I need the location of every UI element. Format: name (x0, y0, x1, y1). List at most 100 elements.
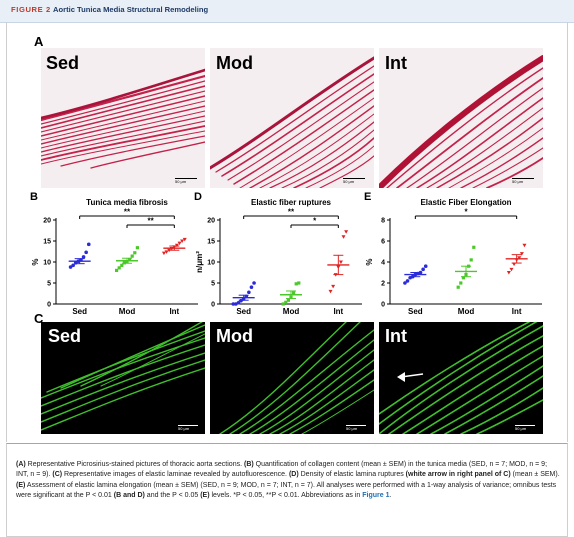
fluorescence-image-sed (41, 322, 205, 434)
data-point (115, 268, 119, 272)
data-point (81, 255, 86, 259)
data-point (403, 281, 407, 285)
scale-bar-text: 50 μm (175, 179, 187, 184)
y-axis-label: % (31, 258, 40, 265)
data-point (344, 230, 349, 234)
data-point (456, 285, 460, 289)
x-tick-label: Mod (283, 307, 300, 316)
data-point (117, 266, 121, 270)
y-tick-label: 0 (381, 302, 385, 309)
data-point (421, 267, 425, 272)
chart-title: Elastic Fiber Elongation (420, 198, 511, 207)
scale-bar-text: 50 μm (515, 426, 527, 431)
data-point (167, 248, 172, 253)
data-point (174, 243, 179, 248)
data-point (161, 251, 166, 256)
scale-bar-mod: 50 μm (343, 178, 365, 184)
data-point (461, 276, 465, 280)
data-point (180, 239, 185, 243)
data-point (517, 256, 522, 260)
chart-elastic-fiber-elongation: E Elastic Fiber Elongation 0 2 4 6 8% Sed Mod Int… (362, 191, 552, 320)
data-point (236, 300, 241, 305)
data-point (341, 235, 346, 239)
picrosirius-image-sed (41, 48, 205, 188)
data-point (284, 300, 288, 304)
x-tick-label: Mod (458, 307, 475, 316)
y-tick-label: 20 (207, 218, 215, 225)
data-point (133, 251, 137, 255)
scale-bar-int-fluor: 50 μm (515, 425, 535, 431)
y-tick-label: 10 (43, 260, 51, 267)
image-label-mod: Mod (216, 53, 253, 73)
y-tick-label: 10 (207, 260, 215, 267)
chart-tunica-media-fibrosis: B Tunica media fibrosis 0 5 10 15 20% Sed Mod Int… (28, 191, 208, 320)
y-tick-label: 8 (381, 218, 385, 225)
data-point (84, 250, 88, 255)
y-tick-label: 4 (381, 260, 385, 267)
chart-title: Tunica media fibrosis (86, 198, 168, 207)
panel-letter: D (194, 192, 202, 203)
figure-header: FIGURE 2 Aortic Tunica Media Structural … (0, 0, 574, 23)
data-point (469, 258, 473, 262)
significance-label: ** (288, 208, 295, 217)
figure-title: Aortic Tunica Media Structural Remodelin… (53, 5, 209, 14)
fluorescence-image-int (379, 322, 543, 434)
y-tick-label: 0 (211, 302, 215, 309)
y-tick-label: 15 (207, 239, 215, 246)
y-axis-label: n/μm² (195, 251, 204, 273)
significance-label: * (464, 208, 468, 217)
scale-bar-mod-fluor: 50 μm (346, 425, 366, 431)
data-point (252, 281, 256, 285)
data-point (459, 281, 463, 285)
scale-bar-int: 50 μm (512, 178, 534, 184)
data-point (128, 257, 132, 262)
scale-bar-sed: 50 μm (175, 178, 197, 184)
data-point (120, 263, 124, 267)
image-label-sed: Sed (46, 53, 80, 73)
chart-svg: D Elastic fiber ruptures 0 5 10 15 20 n/μm² Sed M… (194, 191, 362, 316)
data-point (328, 289, 333, 294)
y-tick-label: 0 (47, 302, 51, 309)
scale-bar-text: 50 μm (512, 179, 524, 184)
panel-letter-c: C (34, 311, 44, 326)
significance-label: ** (124, 208, 131, 217)
scale-bar-text: 50 μm (178, 426, 190, 431)
data-point (249, 285, 254, 289)
y-tick-label: 15 (43, 239, 51, 246)
x-tick-label: Int (512, 307, 522, 316)
picrosirius-image-int (379, 48, 543, 188)
y-tick-label: 20 (43, 218, 51, 225)
x-tick-label: Int (333, 307, 343, 316)
data-point (135, 246, 139, 250)
data-point (294, 282, 298, 286)
significance-label: ** (148, 217, 155, 226)
data-point (509, 267, 514, 272)
data-point (418, 270, 423, 275)
figure-1-link[interactable]: Figure 1 (362, 492, 390, 500)
data-point (281, 302, 285, 306)
data-point (182, 237, 187, 242)
figure-caption: (A) Representative Picrosirius-stained p… (16, 461, 560, 500)
scale-bar-text: 50 μm (346, 426, 358, 431)
caption-box: (A) Representative Picrosirius-stained p… (6, 443, 568, 537)
data-point (71, 263, 75, 268)
data-point (472, 245, 476, 249)
panel-letter: B (30, 192, 38, 203)
chart-elastic-fiber-ruptures: D Elastic fiber ruptures 0 5 10 15 20 n/μm² Sed M… (192, 191, 372, 320)
data-point (519, 252, 524, 256)
x-tick-label: Int (169, 307, 179, 316)
image-label-sed-fluor: Sed (48, 326, 82, 346)
x-tick-label: Sed (408, 307, 423, 316)
image-label-mod-fluor: Mod (216, 326, 253, 346)
data-point (331, 284, 336, 289)
data-point (423, 264, 428, 268)
y-tick-label: 5 (47, 281, 51, 288)
data-point (286, 298, 290, 302)
data-point (338, 260, 343, 264)
data-point (405, 279, 410, 283)
x-tick-label: Sed (72, 307, 87, 316)
x-tick-label: Mod (119, 307, 136, 316)
data-point (292, 291, 296, 295)
data-point (247, 290, 251, 295)
data-point (506, 271, 511, 275)
